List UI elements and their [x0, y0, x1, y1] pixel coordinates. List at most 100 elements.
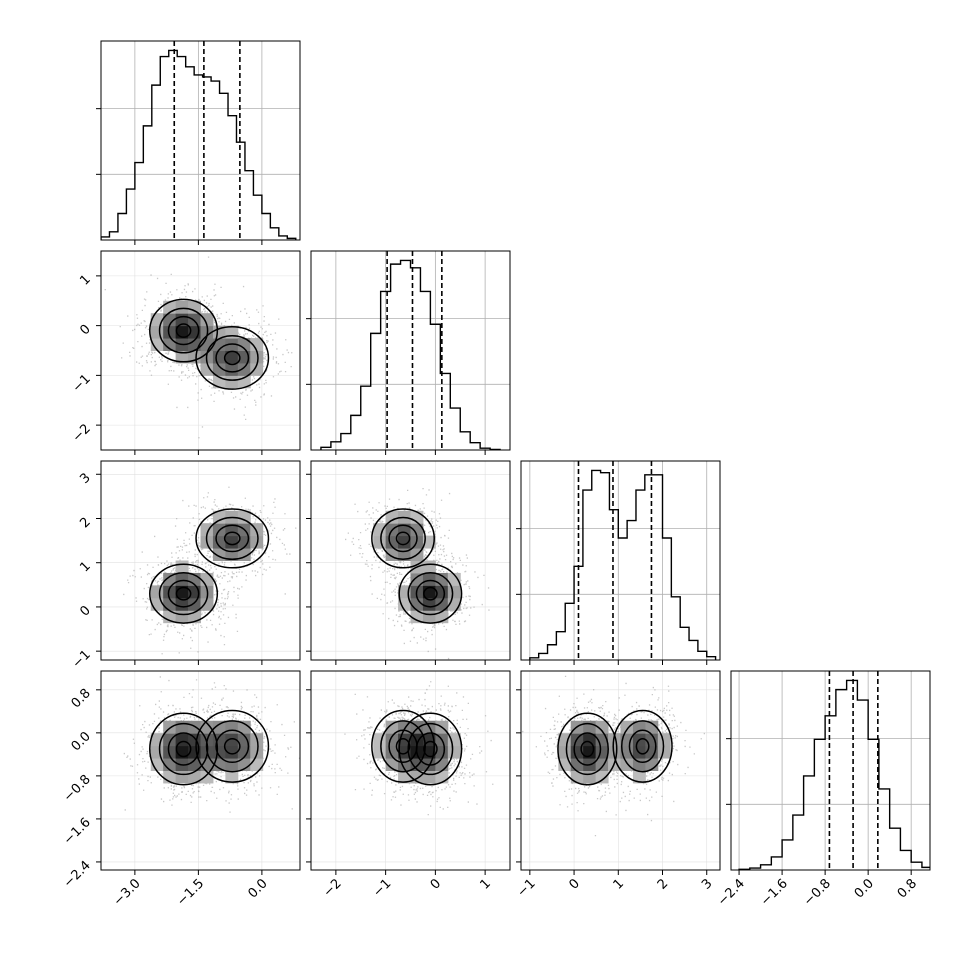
density-cell: [558, 745, 572, 759]
density-cell: [410, 572, 424, 586]
y-tick-label: −1: [70, 647, 94, 671]
density-cell: [595, 770, 609, 784]
density-cell: [595, 720, 609, 734]
contour-line: [223, 531, 241, 546]
contour-line: [612, 709, 673, 783]
contour-line: [175, 323, 192, 338]
contour-line: [158, 722, 209, 776]
density-cell: [373, 745, 387, 759]
contour-line: [565, 722, 609, 776]
density-cell: [150, 745, 164, 759]
contour-line: [557, 712, 618, 786]
density-cell: [225, 745, 239, 759]
panel-0-0: [96, 40, 301, 245]
density-cell: [150, 325, 164, 339]
histogram-step: [320, 259, 501, 450]
density-cell: [225, 758, 239, 771]
histogram-step: [529, 469, 717, 660]
contour-line: [573, 732, 602, 766]
y-tick-label: 0: [77, 603, 93, 619]
y-tick-label: −2: [70, 421, 94, 445]
panel-3-0: −3.0 −1.5 0.0 −2.4 −1.6 −0.8 0.0 0.8: [61, 670, 301, 909]
density-cell: [250, 535, 264, 549]
density-cell: [163, 313, 177, 327]
density-cell: [385, 510, 399, 524]
density-cell: [632, 770, 646, 784]
contour-line: [380, 720, 426, 773]
density-cell: [212, 350, 226, 364]
density-cell: [447, 745, 461, 759]
panel-1-0: −2 −1 0 1: [70, 250, 301, 455]
contour-line: [215, 524, 250, 553]
x-tick-label: −2.4: [715, 876, 748, 909]
contour-line: [167, 579, 200, 608]
panel-frame: [100, 670, 301, 871]
y-tick-label: 0: [77, 322, 93, 338]
density-cell: [188, 350, 201, 364]
density-cell: [385, 758, 399, 771]
contour-line: [195, 326, 270, 390]
density-cell: [250, 350, 264, 364]
y-tick-label: −2.4: [61, 858, 94, 891]
panel-frame: [100, 40, 301, 241]
density-cell: [188, 313, 201, 327]
density-cell: [200, 313, 214, 327]
panel-1-1: [306, 250, 511, 455]
density-cell: [422, 560, 436, 574]
y-tick-label: −1: [70, 372, 94, 396]
density-cell: [435, 585, 449, 599]
panel-frame: [100, 250, 301, 451]
density-cell: [435, 597, 449, 611]
density-cell: [422, 610, 436, 624]
density-cell: [447, 585, 461, 599]
contour-line: [620, 720, 665, 773]
density-cell: [200, 572, 214, 586]
density-cell: [608, 745, 621, 759]
panel-frame: [310, 460, 511, 661]
density-cell: [373, 535, 387, 549]
contour-line: [395, 738, 411, 755]
contour-line: [398, 712, 463, 786]
contour-line: [395, 531, 411, 546]
density-cell: [250, 338, 264, 351]
contour-line: [149, 712, 219, 786]
density-cell: [447, 733, 461, 747]
contour-line: [167, 315, 200, 346]
density-cell: [150, 585, 164, 599]
contour-line: [423, 586, 438, 601]
density-cell: [583, 720, 597, 734]
x-tick-label: −1.6: [758, 876, 791, 909]
histogram-step: [101, 49, 297, 240]
y-tick-label: 2: [77, 515, 93, 531]
density-cell: [583, 733, 597, 747]
density-cell: [620, 720, 634, 734]
x-tick-label: 0: [566, 876, 582, 892]
density-cell: [237, 758, 251, 771]
density-cell: [175, 720, 189, 734]
density-cell: [410, 523, 424, 537]
panel-frame: [520, 670, 721, 871]
density-cell: [225, 733, 239, 747]
density-cell: [250, 758, 264, 771]
panel-3-1: −2 −1 0 1: [306, 670, 511, 900]
x-tick-label: 3: [699, 876, 715, 892]
y-tick-label: −0.8: [61, 772, 94, 805]
y-tick-label: 3: [77, 470, 93, 486]
density-cell: [163, 745, 177, 759]
density-cell: [608, 733, 621, 747]
y-tick-label: 1: [77, 559, 93, 575]
panel-frame: [310, 250, 511, 451]
density-cell: [225, 375, 239, 389]
contour-line: [158, 572, 209, 616]
density-cell: [188, 720, 201, 734]
density-cell: [237, 720, 251, 734]
density-cell: [163, 733, 177, 747]
contour-line: [635, 738, 650, 755]
density-cell: [398, 535, 411, 549]
density-cell: [175, 560, 189, 574]
density-cell: [175, 597, 189, 611]
x-tick-label: 0.0: [245, 876, 270, 901]
density-cell: [373, 733, 387, 747]
density-cell: [188, 597, 201, 611]
scatter-points: [123, 486, 297, 655]
